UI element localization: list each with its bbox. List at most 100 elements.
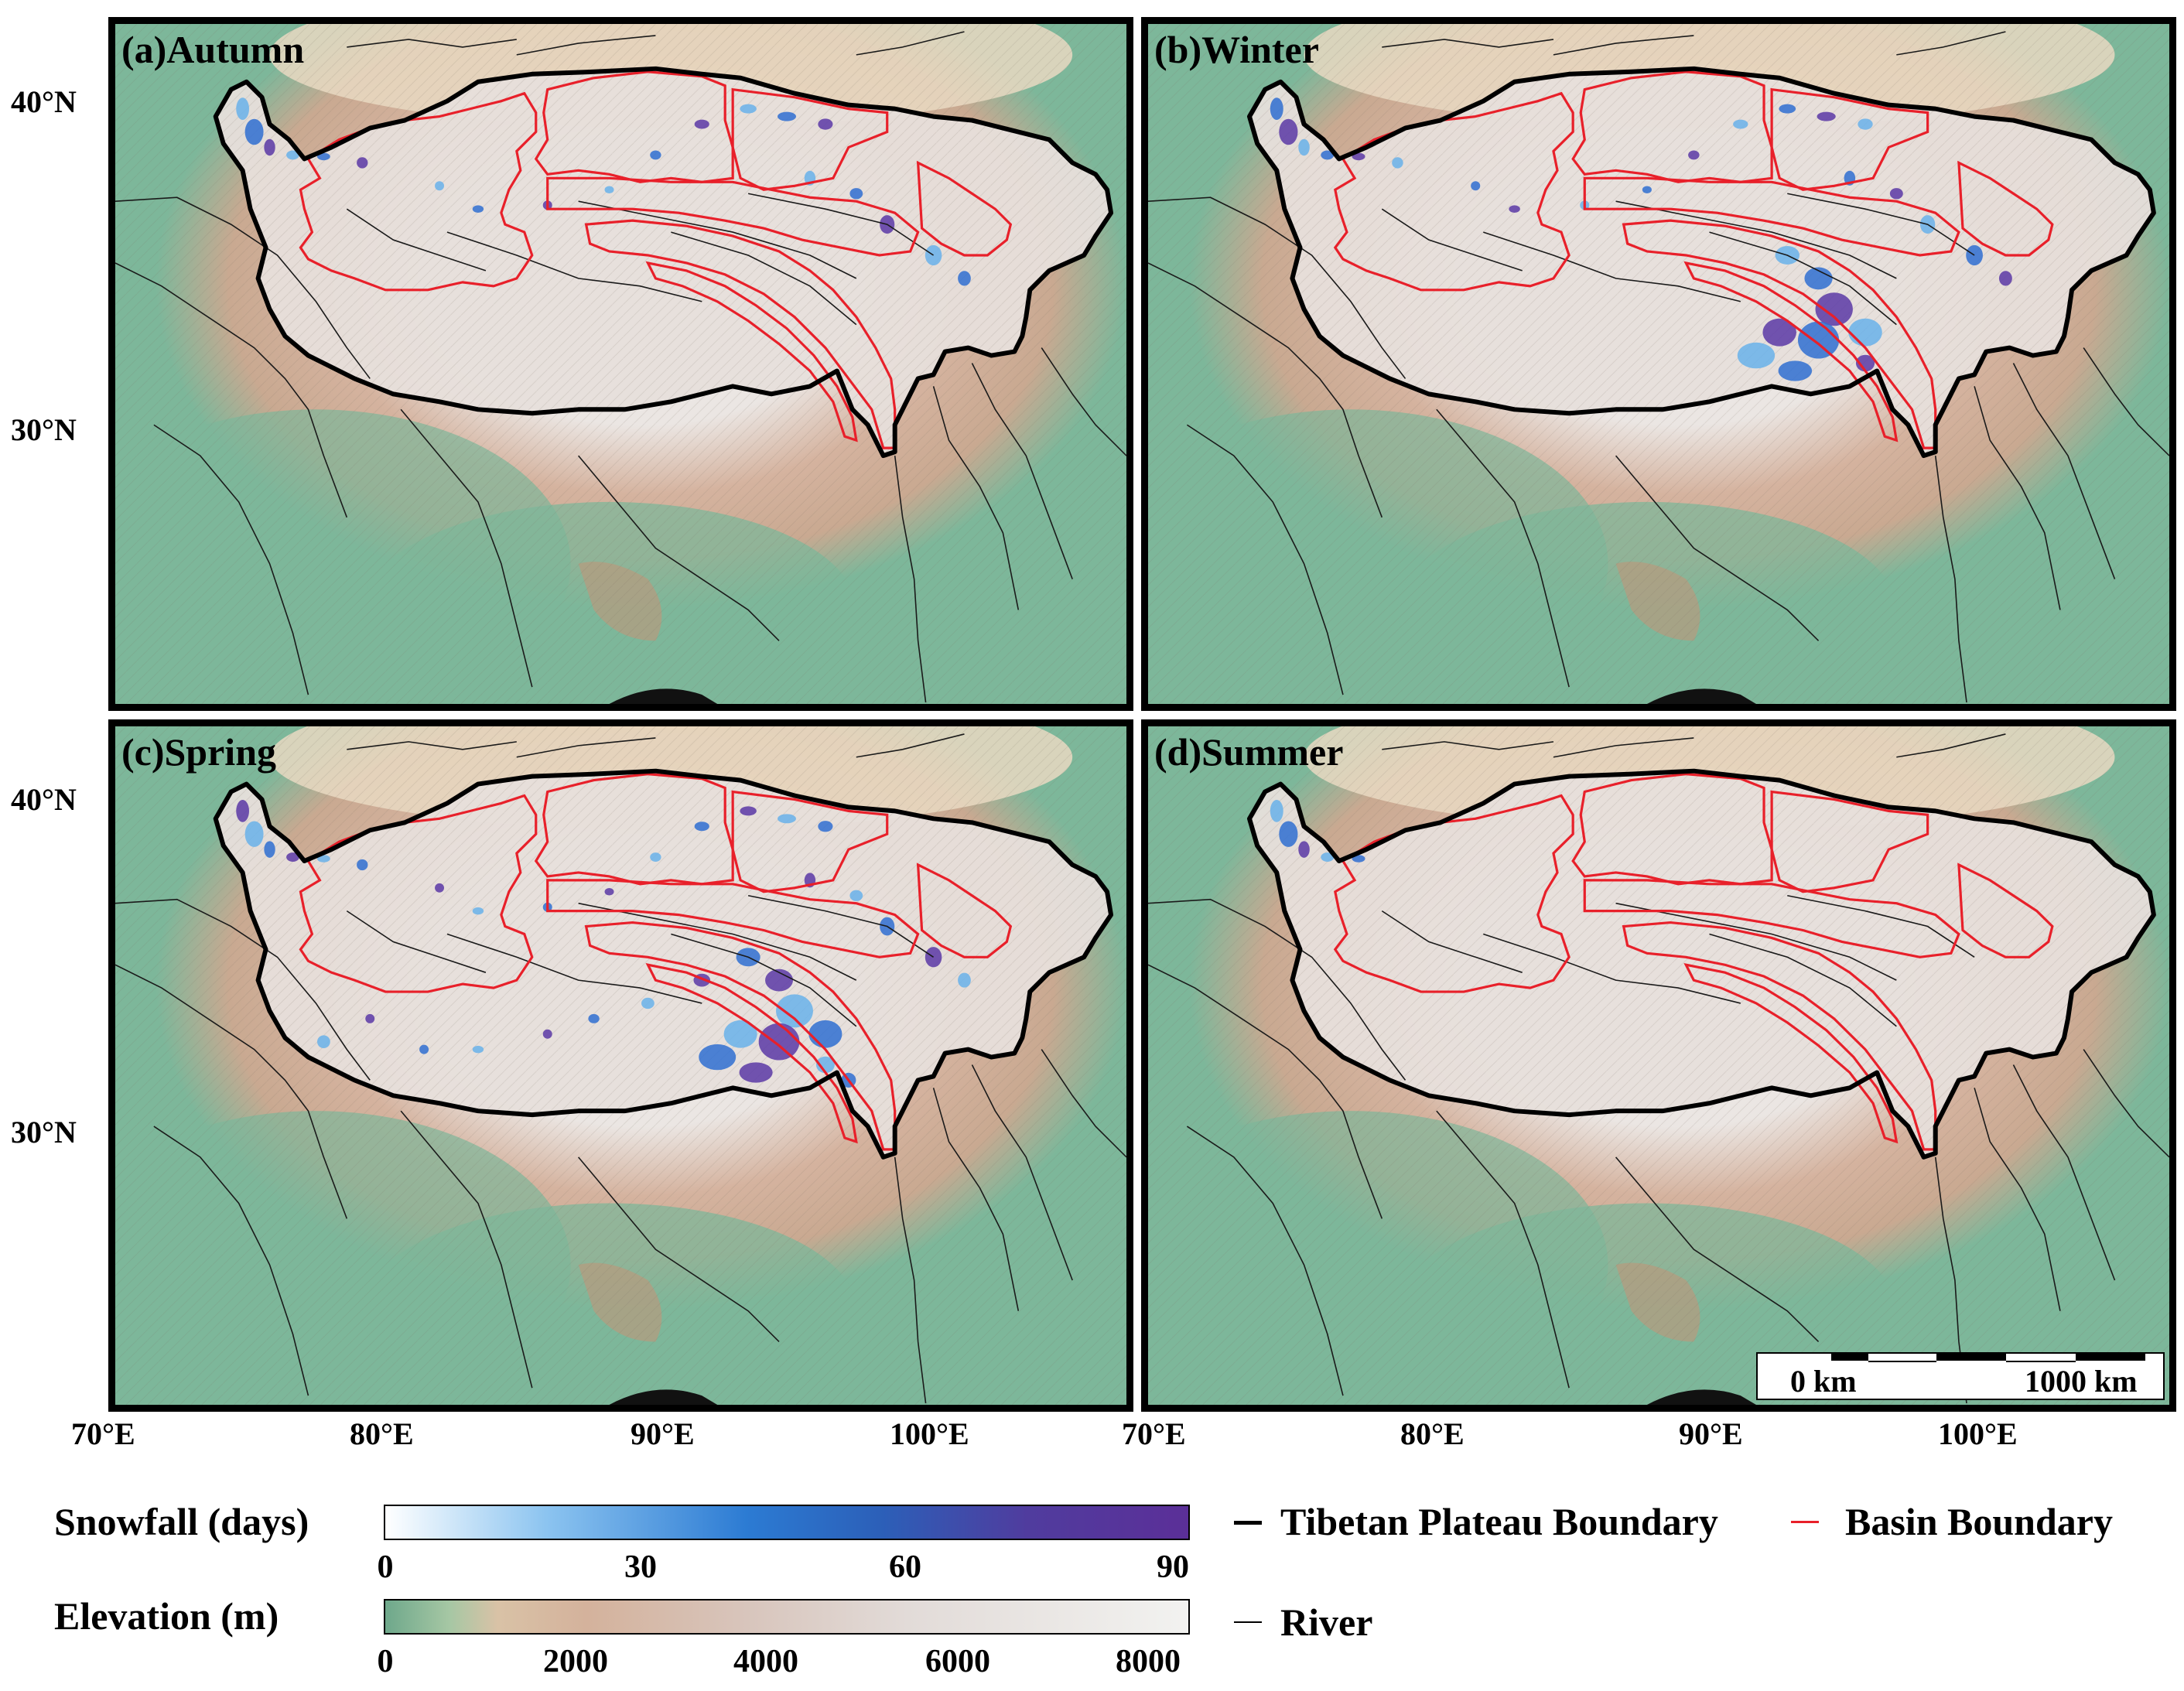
lon-label-70e-left: 70°E: [71, 1416, 135, 1451]
snow-patch: [694, 119, 709, 129]
relief-texture: [115, 726, 1126, 1405]
basin-boundary-label: Basin Boundary: [1845, 1500, 2113, 1543]
snow-patch: [739, 1062, 773, 1083]
river-line: [932, 386, 1020, 610]
snow-patch: [264, 138, 275, 156]
snow-patch: [1815, 292, 1853, 326]
map-panel-summer: (d)Summer: [1141, 719, 2176, 1412]
basin-boundary-line: [1333, 91, 1574, 292]
river-line: [2083, 347, 2169, 456]
snowfall-tick-90: 90: [1157, 1549, 1189, 1585]
snow-patch: [1762, 318, 1796, 347]
snow-patch: [1279, 118, 1298, 145]
snow-patch: [1817, 111, 1836, 121]
snow-patch: [1471, 181, 1481, 191]
panel-label-spring: (c)Spring: [121, 730, 276, 774]
snow-patch: [1270, 800, 1283, 822]
river-line: [1381, 208, 1523, 272]
snow-patch: [1778, 360, 1813, 381]
river-line: [1148, 964, 1383, 1219]
river-line: [2012, 1064, 2116, 1281]
snow-patch: [1779, 104, 1796, 114]
snow-patch: [699, 1044, 737, 1071]
river-line: [1186, 424, 1344, 695]
sea-coast: [609, 688, 718, 704]
snow-patch: [435, 181, 445, 191]
basin-boundary-line: [1583, 879, 1960, 958]
river-line: [1483, 231, 1741, 302]
basin-boundary-line: [1683, 261, 1899, 442]
river-line: [894, 1156, 927, 1404]
plateau-boundary-line: [1246, 66, 2156, 459]
relief-texture: [115, 24, 1126, 704]
river-label: River: [1280, 1600, 1373, 1644]
scale-bar-left-label: 0 km: [1790, 1364, 1857, 1399]
river-line: [671, 933, 857, 1027]
river-line: [115, 196, 371, 379]
basin-boundary-line: [916, 160, 1013, 257]
river-line: [153, 1126, 309, 1396]
plateau-boundary-line: [1246, 768, 2156, 1160]
lon-label-70e-right: 70°E: [1122, 1416, 1186, 1451]
snow-patch: [1998, 271, 2012, 286]
snow-patch: [650, 150, 661, 160]
snow-patch: [357, 157, 368, 169]
river-line: [971, 363, 1073, 579]
snow-patch: [317, 1035, 330, 1049]
snow-patch: [818, 118, 833, 130]
river-line: [1041, 347, 1126, 456]
snow-patch: [317, 152, 330, 161]
snow-patch: [1321, 150, 1335, 160]
panel-label-winter: (b)Winter: [1154, 28, 1319, 71]
river-line: [856, 733, 965, 758]
snow-patch: [1392, 157, 1403, 169]
river-line: [446, 933, 702, 1004]
elevation-tick-2000: 2000: [543, 1644, 608, 1679]
river-key: [1234, 1621, 1262, 1623]
snow-patch: [765, 968, 793, 992]
river-line: [1974, 386, 2061, 610]
map-autumn: [115, 24, 1126, 704]
plateau-boundary-key: [1234, 1521, 1262, 1525]
snow-patch: [604, 888, 614, 896]
lon-label-80e-left: 80°E: [350, 1416, 414, 1451]
river-line: [1896, 31, 2006, 56]
sea-coast: [1646, 688, 1756, 704]
relief-texture: [1148, 726, 2169, 1405]
river-line: [894, 455, 927, 703]
basin-boundary-line: [1957, 863, 2054, 958]
snow-patch: [740, 104, 757, 114]
snowfall-legend-title: Snowfall (days): [54, 1500, 309, 1543]
snow-patch: [472, 1045, 484, 1054]
river-line: [2012, 363, 2116, 579]
panel-label-autumn: (a)Autumn: [121, 28, 305, 71]
snow-patch: [1298, 138, 1310, 156]
elevation-tick-4000: 4000: [733, 1644, 798, 1679]
basin-boundary-line: [546, 879, 920, 958]
basin-boundary-line: [1583, 176, 1960, 257]
river-line: [2083, 1049, 2169, 1158]
basin-boundary-line: [534, 773, 734, 886]
relief-texture: [1148, 24, 2169, 704]
lon-label-100e-left: 100°E: [890, 1416, 969, 1451]
river-line: [1553, 35, 1694, 56]
snow-patch: [758, 1023, 800, 1061]
river-line: [516, 35, 656, 56]
river-line: [400, 408, 533, 688]
river-line: [1381, 910, 1523, 973]
snow-patch: [244, 821, 264, 847]
snow-patch: [1352, 152, 1365, 161]
snow-patch: [588, 1013, 600, 1023]
snow-patch: [435, 883, 445, 893]
river-line: [1615, 455, 1820, 641]
river-line: [671, 231, 857, 326]
basin-boundary-line: [731, 790, 889, 893]
scale-bar-right-label: 1000 km: [2025, 1364, 2138, 1399]
river-line: [578, 902, 857, 981]
map-panel-spring: (c)Spring: [108, 719, 1133, 1412]
snowfall-tick-60: 60: [889, 1549, 921, 1585]
snow-patch: [286, 852, 299, 863]
snow-patch: [365, 1013, 375, 1023]
elevation-legend-title: Elevation (m): [54, 1594, 279, 1638]
snow-patch: [958, 972, 971, 988]
